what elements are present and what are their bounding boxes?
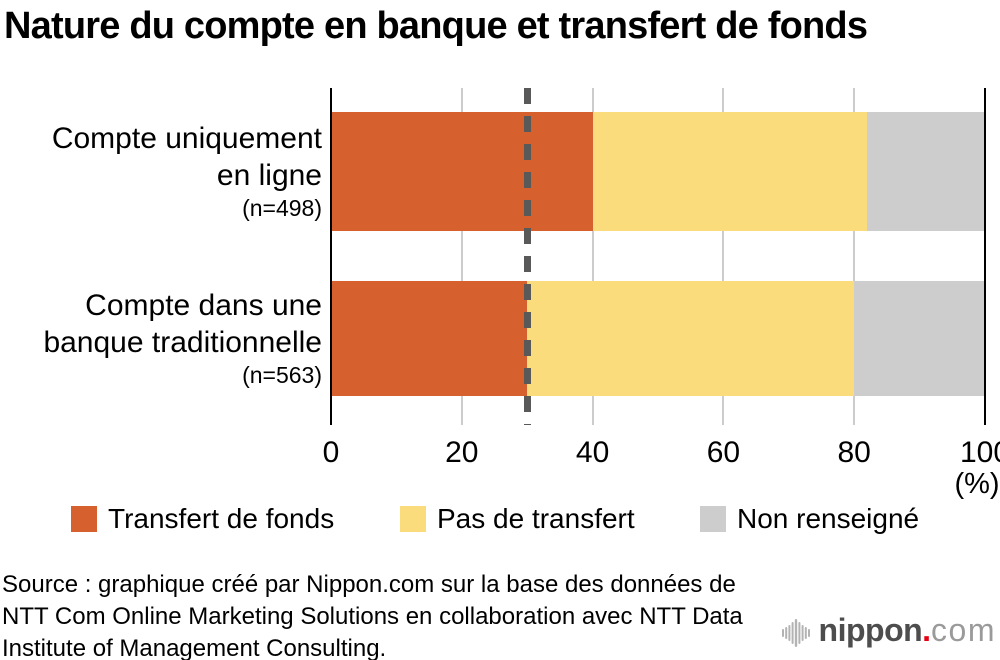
axis-line xyxy=(984,88,986,425)
gridline xyxy=(460,88,463,425)
bar-segment xyxy=(331,281,528,396)
logo-dot: . xyxy=(922,611,932,648)
nippon-logo: nippon. com xyxy=(781,609,996,651)
logo-wordmark: nippon xyxy=(818,611,923,648)
legend-swatch xyxy=(71,506,97,532)
source-line: NTT Com Online Marketing Solutions en co… xyxy=(2,603,743,630)
x-tick-label: 40 xyxy=(575,436,610,469)
legend-swatch xyxy=(400,506,426,532)
logo-tld: com xyxy=(931,611,996,648)
bar-segment xyxy=(527,281,855,396)
category-label: Compte dans une banque traditionnelle (n=5… xyxy=(0,287,322,390)
axis-line xyxy=(330,88,332,425)
category-label-line: Compte uniquement xyxy=(51,122,322,155)
source-line: Source : graphique créé par Nippon.com s… xyxy=(2,571,736,598)
source-line: Institute of Management Consulting. xyxy=(2,635,387,660)
gridline xyxy=(722,88,725,425)
gridline xyxy=(853,88,856,425)
category-sample-size: (n=563) xyxy=(242,362,322,388)
category-label-line: en ligne xyxy=(216,159,322,192)
waveform-icon xyxy=(781,619,810,647)
gridline xyxy=(591,88,594,425)
x-tick-label: 0 xyxy=(322,436,340,469)
category-label-line: Compte dans une xyxy=(85,289,322,322)
bar-segment xyxy=(331,112,593,231)
x-tick-label: 60 xyxy=(706,436,741,469)
legend-item: Pas de transfert xyxy=(400,503,635,535)
x-tick-label: 80 xyxy=(837,436,871,469)
category-sample-size: (n=498) xyxy=(242,195,322,221)
x-axis-unit-label: (%) xyxy=(954,468,1000,500)
source-note: Source : graphique créé par Nippon.com s… xyxy=(2,569,743,660)
legend-label: Non renseigné xyxy=(737,503,920,534)
chart-title: Nature du compte en banque et transfert … xyxy=(4,5,868,47)
legend-label: Pas de transfert xyxy=(437,503,635,534)
x-tick-label: 100 xyxy=(959,436,1000,469)
legend-swatch xyxy=(700,506,726,532)
bar-segment xyxy=(592,112,868,231)
bar-segment xyxy=(867,112,985,231)
category-label: Compte uniquement en ligne (n=498) xyxy=(0,120,322,223)
legend-item: Non renseigné xyxy=(700,503,919,535)
x-tick-label: 20 xyxy=(445,436,479,469)
legend-label: Transfert de fonds xyxy=(108,503,335,534)
bar-segment xyxy=(854,281,985,396)
category-label-line: banque traditionnelle xyxy=(43,326,322,359)
legend-item: Transfert de fonds xyxy=(71,503,334,535)
reference-dashed-line xyxy=(523,88,531,425)
